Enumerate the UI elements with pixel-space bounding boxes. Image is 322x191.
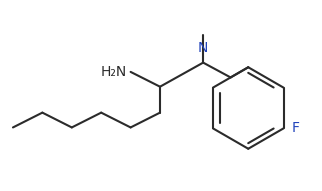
Text: H₂N: H₂N [100,65,127,79]
Text: N: N [198,41,208,55]
Text: F: F [291,121,299,135]
